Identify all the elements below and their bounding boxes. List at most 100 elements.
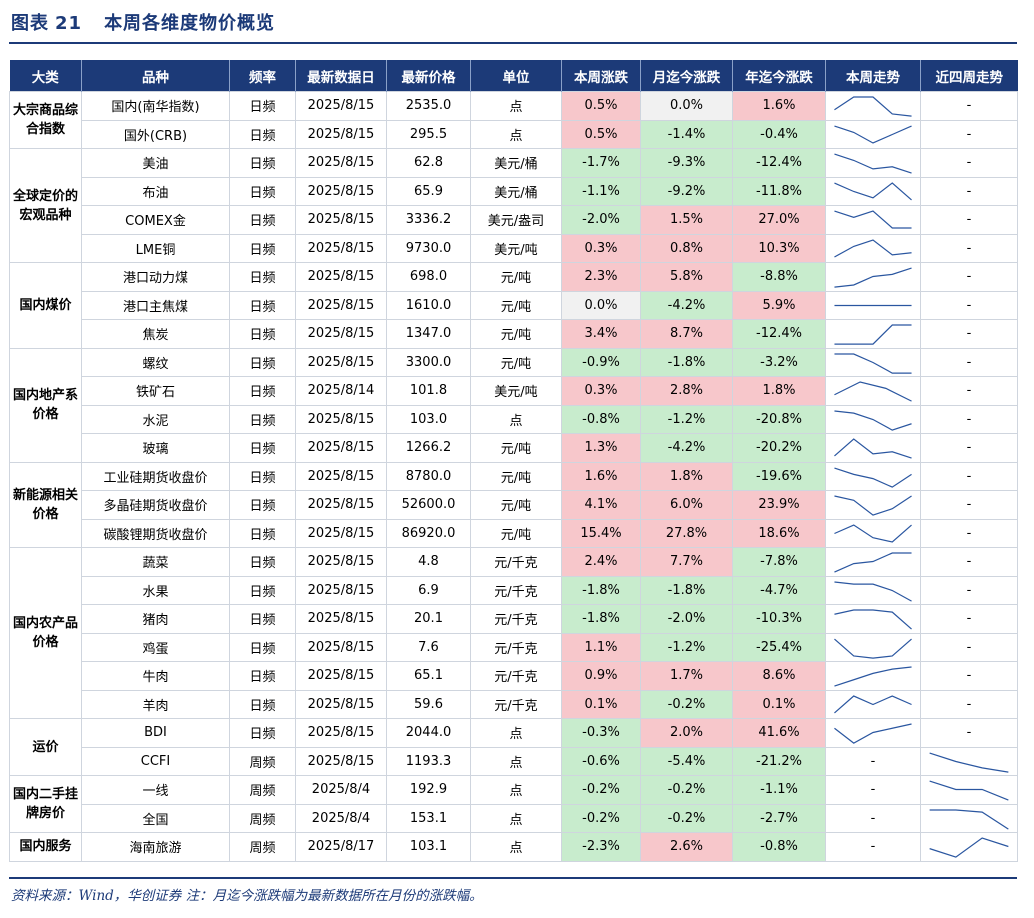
- latest-date: 2025/8/15: [295, 205, 387, 235]
- latest-date: 2025/8/14: [295, 376, 387, 406]
- item-name: 美油: [81, 148, 230, 178]
- four-week-trend: -: [920, 91, 1018, 121]
- table-row: 水泥 日频 2025/8/15 103.0 点 -0.8% -1.2% -20.8% -: [10, 404, 1018, 434]
- mtd-change: -1.2%: [640, 404, 733, 434]
- unit: 元/千克: [470, 689, 562, 719]
- latest-price: 1193.3: [386, 746, 471, 776]
- latest-price: 192.9: [386, 775, 471, 805]
- weekly-change: -0.2%: [561, 775, 641, 805]
- latest-date: 2025/8/15: [295, 233, 387, 263]
- frequency: 日频: [229, 433, 296, 463]
- ytd-change: -2.7%: [732, 803, 826, 833]
- item-name: 海南旅游: [81, 832, 230, 862]
- header-row: 大类 品种 频率 最新数据日 最新价格 单位 本周涨跌 月迄今涨跌 年迄今涨跌 本周走势 近四周走势: [9, 60, 1018, 92]
- category-cell: 全球定价的宏观品种: [9, 148, 82, 263]
- sparkline: [826, 263, 920, 290]
- unit: 点: [470, 775, 562, 805]
- frequency: 日频: [229, 632, 296, 662]
- latest-price: 101.8: [386, 376, 471, 406]
- item-name: 港口主焦煤: [81, 290, 230, 320]
- item-name: 布油: [81, 176, 230, 206]
- frequency: 日频: [229, 319, 296, 349]
- item-name: 港口动力煤: [81, 262, 230, 292]
- week-trend: -: [825, 775, 921, 805]
- sparkline: [826, 377, 920, 404]
- unit: 点: [470, 91, 562, 121]
- mtd-change: -1.2%: [640, 632, 733, 662]
- four-week-trend: -: [920, 148, 1018, 178]
- week-trend: -: [825, 803, 921, 833]
- sparkline: [826, 662, 920, 689]
- sparkline: [826, 719, 920, 746]
- sparkline: [826, 349, 920, 376]
- column-header: 频率: [229, 60, 296, 92]
- sparkline: [921, 805, 1017, 832]
- item-name: 国内(南华指数): [81, 91, 230, 121]
- four-week-trend: -: [920, 176, 1018, 206]
- latest-price: 103.0: [386, 404, 471, 434]
- unit: 元/千克: [470, 632, 562, 662]
- table-row: 焦炭 日频 2025/8/15 1347.0 元/吨 3.4% 8.7% -12.4% -: [10, 319, 1018, 349]
- four-week-trend: -: [920, 718, 1018, 748]
- four-week-trend: -: [920, 233, 1018, 263]
- week-trend: [825, 661, 921, 691]
- table-row: CCFI 周频 2025/8/15 1193.3 点 -0.6% -5.4% -21.2% -: [10, 746, 1018, 776]
- unit: 点: [470, 832, 562, 862]
- week-trend: [825, 119, 921, 149]
- item-name: 多晶硅期货收盘价: [81, 490, 230, 520]
- table-row: 全国 周频 2025/8/4 153.1 点 -0.2% -0.2% -2.7% -: [10, 803, 1018, 833]
- unit: 元/千克: [470, 604, 562, 634]
- mtd-change: -5.4%: [640, 746, 733, 776]
- weekly-change: -0.9%: [561, 347, 641, 377]
- frequency: 日频: [229, 233, 296, 263]
- weekly-change: 0.5%: [561, 119, 641, 149]
- sparkline-path: [834, 354, 911, 373]
- latest-price: 7.6: [386, 632, 471, 662]
- sparkline-path: [834, 411, 911, 430]
- item-name: 玻璃: [81, 433, 230, 463]
- item-name: 工业硅期货收盘价: [81, 461, 230, 491]
- latest-price: 103.1: [386, 832, 471, 862]
- weekly-change: -0.6%: [561, 746, 641, 776]
- ytd-change: 5.9%: [732, 290, 826, 320]
- weekly-change: -1.7%: [561, 148, 641, 178]
- ytd-change: -4.7%: [732, 575, 826, 605]
- item-name: 水果: [81, 575, 230, 605]
- sparkline-path: [834, 525, 911, 542]
- ytd-change: 23.9%: [732, 490, 826, 520]
- mtd-change: 5.8%: [640, 262, 733, 292]
- frequency: 日频: [229, 176, 296, 206]
- frequency: 日频: [229, 148, 296, 178]
- unit: 元/吨: [470, 461, 562, 491]
- frequency: 日频: [229, 119, 296, 149]
- item-name: 蔬菜: [81, 547, 230, 577]
- latest-price: 20.1: [386, 604, 471, 634]
- table-row: 牛肉 日频 2025/8/15 65.1 元/千克 0.9% 1.7% 8.6% -: [10, 661, 1018, 691]
- table-row: 国内农产品价格 蔬菜 日频 2025/8/15 4.8 元/千克 2.4% 7.7% -7.8%…: [9, 547, 1018, 719]
- ytd-change: 1.6%: [732, 91, 826, 121]
- mtd-change: -0.2%: [640, 689, 733, 719]
- week-trend: [825, 148, 921, 178]
- sparkline-path: [834, 325, 911, 344]
- four-week-trend: -: [920, 376, 1018, 406]
- weekly-change: -1.1%: [561, 176, 641, 206]
- figure-label: 图表: [11, 13, 49, 34]
- ytd-change: -12.4%: [732, 148, 826, 178]
- weekly-change: 2.3%: [561, 262, 641, 292]
- table-row: 碳酸锂期货收盘价 日频 2025/8/15 86920.0 元/吨 15.4% 27.8% 1…: [10, 518, 1018, 548]
- weekly-change: -0.8%: [561, 404, 641, 434]
- latest-price: 153.1: [386, 803, 471, 833]
- mtd-change: 27.8%: [640, 518, 733, 548]
- item-name: 一线: [81, 775, 230, 805]
- unit: 美元/吨: [470, 233, 562, 263]
- column-header: 大类: [9, 60, 82, 92]
- week-trend: [825, 91, 921, 121]
- unit: 元/吨: [470, 319, 562, 349]
- mtd-change: 8.7%: [640, 319, 733, 349]
- four-week-trend: [920, 832, 1018, 862]
- unit: 点: [470, 119, 562, 149]
- week-trend: [825, 632, 921, 662]
- table-row: 全球定价的宏观品种 美油 日频 2025/8/15 62.8 美元/桶 -1.7% -9.3%…: [9, 148, 1018, 263]
- mtd-change: -1.8%: [640, 575, 733, 605]
- sparkline-path: [834, 553, 911, 572]
